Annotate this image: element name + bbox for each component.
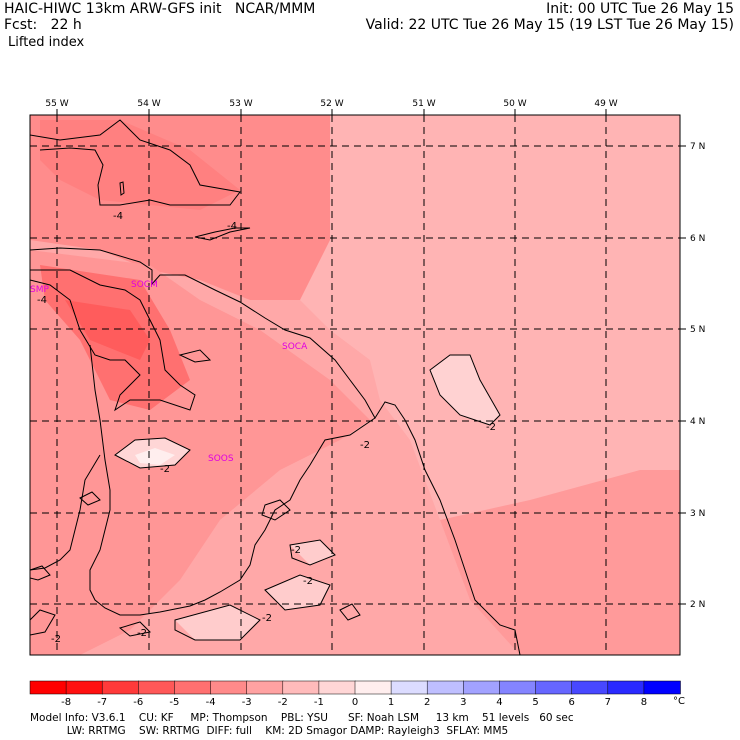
legend-swatch	[390, 680, 428, 695]
legend-swatch	[282, 680, 320, 695]
legend-tick-label: 4	[496, 697, 502, 708]
lon-label-50w: 50 W	[503, 99, 526, 109]
tick-marks	[56, 109, 686, 605]
legend-tick-label: -4	[206, 697, 216, 708]
legend-tick-label: 0	[352, 697, 358, 708]
contour-label: -2	[360, 440, 370, 451]
legend-swatch	[138, 680, 176, 695]
legend-swatch	[354, 680, 392, 695]
forecast-hour: Fcst: 22 h	[4, 17, 82, 33]
station-soos: SOOS	[208, 454, 234, 464]
legend-swatch	[426, 680, 465, 695]
lon-label-49w: 49 W	[594, 99, 617, 109]
model-info-line2: LW: RRTMG SW: RRTMG DIFF: full KM: 2D Sm…	[30, 725, 509, 737]
coastline-borders	[30, 247, 521, 655]
color-legend: -8 -7 -6 -5 -4 -3 -2 -1 0 1 2 3 4 5 6 7 8	[29, 680, 681, 708]
init-time: Init: 00 UTC Tue 26 May 15	[546, 1, 734, 17]
contour-label: -2	[160, 464, 170, 475]
lon-label-52w: 52 W	[320, 99, 343, 109]
lon-label-51w: 51 W	[412, 99, 435, 109]
lat-label-4n: 4 N	[690, 417, 705, 427]
contour-label: -2	[51, 634, 61, 645]
lon-label-53w: 53 W	[229, 99, 252, 109]
legend-tick-label: -7	[97, 697, 107, 708]
lat-label-3n: 3 N	[690, 509, 705, 519]
legend-tick-label: 7	[605, 697, 611, 708]
legend-tick-label: -5	[169, 697, 179, 708]
legend-swatch	[246, 680, 284, 695]
legend-swatch	[29, 680, 67, 695]
contour-label: -4	[113, 211, 123, 222]
lat-lon-grid	[30, 115, 680, 655]
legend-swatch	[463, 680, 501, 695]
legend-swatch	[174, 680, 212, 695]
lat-label-2n: 2 N	[690, 600, 705, 610]
contour-label: -4	[227, 221, 237, 232]
station-soca: SOCA	[282, 342, 308, 352]
legend-tick-label: 1	[388, 697, 394, 708]
legend-tick-label: 2	[424, 697, 430, 708]
legend-swatch	[571, 680, 609, 695]
field-name: Lifted index	[8, 35, 85, 50]
contour-label: -2	[303, 576, 313, 587]
legend-tick-label: -2	[278, 697, 288, 708]
legend-swatch	[65, 680, 103, 695]
contour-label: -2	[137, 628, 147, 639]
station-socm: SOCM	[131, 280, 158, 290]
legend-tick-label: -1	[314, 697, 324, 708]
legend-unit: °C	[673, 696, 685, 707]
legend-tick-label: 8	[641, 697, 647, 708]
legend-tick-label: -8	[61, 697, 71, 708]
contour-label: -2	[291, 545, 301, 556]
valid-time: Valid: 22 UTC Tue 26 May 15 (19 LST Tue …	[365, 17, 734, 33]
legend-tick-label: -3	[242, 697, 252, 708]
contour-label: -2	[486, 422, 496, 433]
lat-label-5n: 5 N	[690, 325, 705, 335]
model-title: HAIC-HIWC 13km ARW-GFS init NCAR/MMM	[4, 1, 316, 17]
contour-label: -4	[37, 295, 47, 306]
lon-label-54w: 54 W	[137, 99, 160, 109]
legend-tick-label: 5	[532, 697, 538, 708]
legend-swatch	[318, 680, 356, 695]
shaded-field	[30, 115, 680, 655]
legend-swatch	[535, 680, 573, 695]
contour-label: -2	[262, 613, 272, 624]
legend-tick-label: 3	[460, 697, 466, 708]
legend-swatch	[210, 680, 248, 695]
contour-lines	[30, 119, 501, 641]
station-smp: SMP	[30, 285, 49, 295]
lon-label-55w: 55 W	[45, 99, 68, 109]
legend-tick-label: 6	[569, 697, 575, 708]
legend-swatch	[643, 680, 681, 695]
lat-label-7n: 7 N	[690, 142, 705, 152]
legend-tick-label: -6	[133, 697, 143, 708]
model-info-line1: Model Info: V3.6.1 CU: KF MP: Thompson P…	[30, 712, 574, 724]
legend-swatch	[101, 680, 140, 695]
legend-swatch	[607, 680, 645, 695]
map-frame	[29, 114, 681, 656]
legend-swatch	[499, 680, 537, 695]
lat-label-6n: 6 N	[690, 234, 705, 244]
